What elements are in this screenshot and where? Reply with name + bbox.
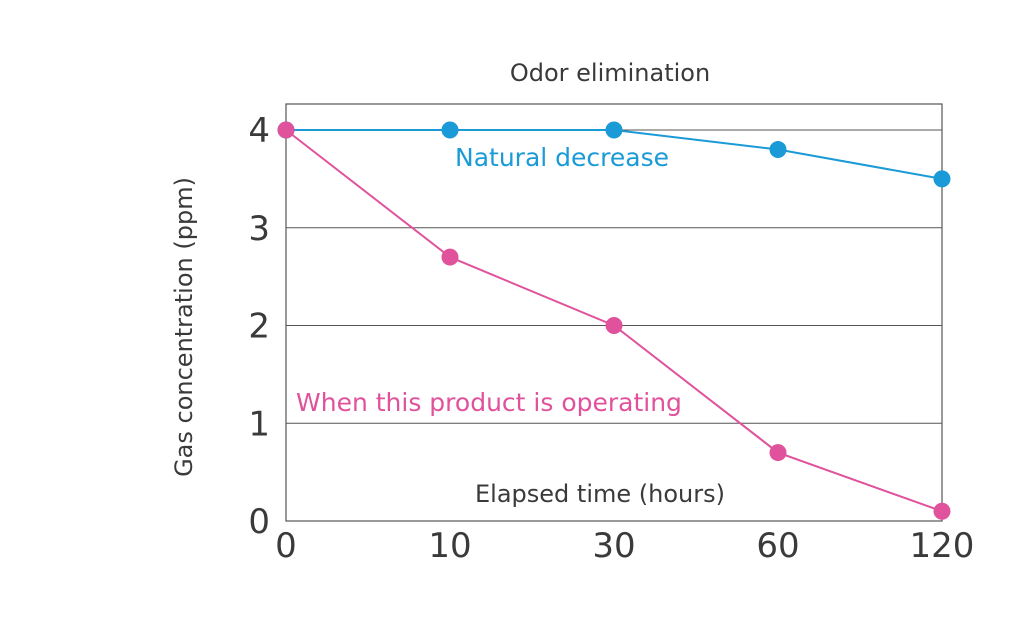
data-point <box>441 121 459 139</box>
x-tick-label: 120 <box>910 526 975 566</box>
data-point <box>933 170 951 188</box>
data-point <box>441 248 459 266</box>
y-tick-labels: 0 1 2 3 4 <box>248 111 270 542</box>
x-tick-labels: 0 10 30 60 120 <box>275 526 974 566</box>
series-label-product-operating: When this product is operating <box>296 388 682 417</box>
grid-lines <box>286 129 942 424</box>
data-point <box>277 121 295 139</box>
x-axis-label: Elapsed time (hours) <box>475 480 725 508</box>
x-tick-label: 10 <box>428 526 471 566</box>
y-tick-label: 1 <box>248 404 270 444</box>
data-point <box>605 317 623 334</box>
y-tick-label: 4 <box>248 111 270 151</box>
data-point <box>769 141 787 159</box>
y-axis-label: Gas concentration (ppm) <box>170 177 198 477</box>
plot-frame <box>285 103 943 522</box>
data-point <box>933 502 951 520</box>
y-tick-label: 2 <box>248 307 270 347</box>
series-label-natural-decrease: Natural decrease <box>455 143 669 172</box>
chart-title: Odor elimination <box>510 59 710 87</box>
x-tick-label: 0 <box>275 526 297 566</box>
series-group <box>277 121 951 520</box>
x-tick-label: 30 <box>592 526 635 566</box>
y-tick-label: 0 <box>248 502 270 542</box>
x-tick-label: 60 <box>756 526 799 566</box>
y-tick-label: 3 <box>248 209 270 249</box>
data-point <box>769 444 787 462</box>
data-point <box>605 121 623 139</box>
